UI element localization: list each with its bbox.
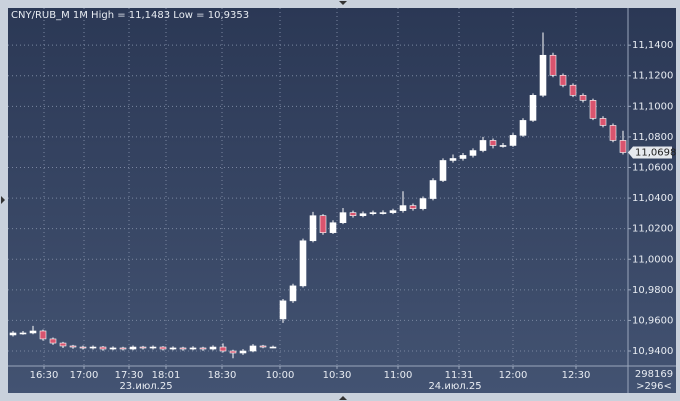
date-label: 24.июл.25 [428, 381, 481, 392]
y-tick-label: 11,0600 [632, 163, 673, 174]
candle-body [559, 74, 567, 86]
x-tick-label: 11:00 [384, 370, 413, 381]
y-tick-label: 10,9600 [632, 315, 673, 326]
candle-body [419, 198, 427, 209]
y-tick-label: 10,9400 [632, 346, 673, 357]
x-tick-label: 16:30 [30, 370, 59, 381]
candle-body [439, 160, 447, 181]
candle-body [189, 347, 197, 350]
candle-body [39, 330, 47, 340]
candle-body [199, 347, 207, 350]
marker [339, 1, 347, 5]
candle-body [309, 215, 317, 242]
candle-body [509, 135, 517, 146]
x-tick-label: 17:00 [70, 370, 99, 381]
marker [1, 196, 5, 204]
date-label: 23.июл.25 [119, 381, 172, 392]
candle-body [239, 350, 247, 354]
candle-body [409, 205, 417, 209]
candle-body [169, 347, 177, 350]
marker [339, 396, 347, 400]
candle-body [49, 338, 57, 344]
candle-body [399, 205, 407, 211]
candle-body [349, 212, 357, 216]
y-tick-label: 11,0800 [632, 132, 673, 143]
candle-body [529, 95, 537, 121]
candle-body [9, 332, 17, 336]
candle-body [499, 145, 507, 147]
y-tick-label: 11,0400 [632, 193, 673, 204]
candle-body [359, 213, 367, 216]
x-tick-label: 12:30 [562, 370, 591, 381]
candle-body [339, 212, 347, 224]
candle-body [249, 345, 257, 352]
candle-body [569, 84, 577, 96]
candle-body [549, 54, 557, 76]
candle-body [469, 150, 477, 156]
candle-body [489, 140, 497, 146]
x-tick-label: 18:30 [208, 370, 237, 381]
candle-body [579, 95, 587, 101]
candle-body [369, 212, 377, 214]
x-tick-label: 12:00 [499, 370, 528, 381]
chart-title: CNY/RUB_M 1M High = 11,1483 Low = 10,935… [11, 10, 249, 21]
candle-body [229, 350, 237, 354]
candle-body [159, 346, 167, 350]
candle-body [119, 347, 127, 350]
candle-body [299, 240, 307, 287]
candle-body [599, 118, 607, 126]
x-tick-label: 18:01 [152, 370, 181, 381]
candle-body [269, 346, 277, 349]
y-tick-label: 11,0000 [632, 254, 673, 265]
x-tick-label: 11:31 [445, 370, 474, 381]
candle-body [479, 140, 487, 151]
x-tick-label: 10:30 [323, 370, 352, 381]
candle-body [139, 346, 147, 349]
candle-body [589, 100, 597, 119]
candle-body [29, 330, 37, 334]
y-tick-label: 11,0200 [632, 224, 673, 235]
x-tick-label: 10:00 [266, 370, 295, 381]
candle-body [389, 210, 397, 213]
y-tick-label: 10,9800 [632, 285, 673, 296]
candle-body [69, 345, 77, 348]
plot-bg [8, 8, 676, 393]
corner-label: >296< [636, 381, 672, 392]
candle-body [459, 155, 467, 159]
candle-body [279, 300, 287, 320]
candle-body [99, 346, 107, 350]
last-price-tag [628, 146, 672, 159]
candle-body [619, 140, 627, 153]
candle-body [429, 180, 437, 199]
y-tick-label: 11,1000 [632, 101, 673, 112]
x-tick-label: 17:30 [115, 370, 144, 381]
candle-body [179, 347, 187, 350]
candle-body [449, 158, 457, 161]
last-price-label: 11,0698 [635, 148, 676, 159]
candle-body [259, 345, 267, 348]
candle-body [519, 120, 527, 136]
candle-body [79, 346, 87, 349]
candle-body [219, 346, 227, 352]
y-tick-label: 11,1400 [632, 40, 673, 51]
candle-body [59, 342, 67, 347]
candle-body [289, 285, 297, 302]
candle-body [319, 215, 327, 233]
candle-body [109, 347, 117, 350]
candle-body [89, 346, 97, 349]
corner-label: 298169 [635, 369, 673, 380]
candle-body [539, 54, 547, 96]
candle-body [329, 222, 337, 233]
candle-body [129, 346, 137, 350]
candle-body [149, 346, 157, 349]
candle-body [609, 125, 617, 141]
candle-body [19, 332, 27, 335]
candle-body [379, 212, 387, 214]
y-tick-label: 11,1200 [632, 71, 673, 82]
candle-body [209, 346, 217, 350]
